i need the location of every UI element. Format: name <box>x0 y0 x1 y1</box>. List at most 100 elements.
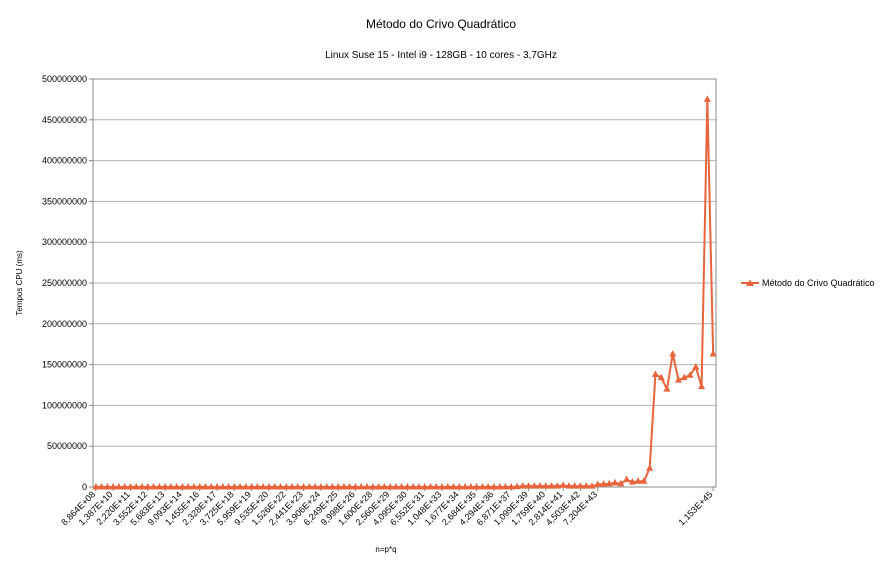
data-point-marker <box>548 482 556 489</box>
y-tick-label: 450000000 <box>42 115 87 125</box>
data-point-marker <box>542 482 550 489</box>
data-point-marker <box>496 482 504 490</box>
y-tick-label: 100000000 <box>42 400 87 410</box>
data-point-marker <box>559 481 567 488</box>
data-point-marker <box>692 363 700 370</box>
y-axis-label: Tempos CPU (ms) <box>15 250 24 316</box>
data-point-marker <box>461 482 469 490</box>
grid <box>93 78 716 488</box>
data-point-marker <box>225 482 233 490</box>
data-point-marker <box>669 349 677 357</box>
data-point-marker <box>369 482 377 490</box>
data-point-marker <box>484 482 492 490</box>
data-point-marker <box>698 382 706 390</box>
data-point-marker <box>115 482 123 490</box>
data-point-marker <box>565 482 573 489</box>
data-point-marker <box>530 482 538 489</box>
data-point-marker <box>213 482 221 490</box>
data-point-marker <box>646 464 654 471</box>
legend: Método do Crivo Quadrático <box>741 278 875 288</box>
y-tick-label: 300000000 <box>42 237 87 247</box>
data-point-marker <box>571 482 579 489</box>
data-point-marker <box>703 95 711 102</box>
data-point-marker <box>432 482 440 490</box>
data-point-marker <box>415 482 423 490</box>
data-point-marker <box>634 477 642 484</box>
data-point-marker <box>167 482 175 490</box>
data-point-marker <box>98 482 106 490</box>
data-point-marker <box>126 482 134 490</box>
data-point-marker <box>398 482 406 490</box>
data-point-marker <box>403 482 411 490</box>
y-tick-label: 200000000 <box>42 319 87 329</box>
series-layer <box>92 95 717 490</box>
data-point-marker <box>628 478 636 485</box>
data-point-marker <box>351 482 359 490</box>
data-point-marker <box>253 482 261 490</box>
data-point-marker <box>207 482 215 490</box>
data-point-marker <box>317 482 325 490</box>
data-point-marker <box>190 482 198 490</box>
data-point-marker <box>305 482 313 490</box>
y-tick-label: 350000000 <box>42 196 87 206</box>
legend-entry: Método do Crivo Quadrático <box>762 278 875 288</box>
data-point-marker <box>219 482 227 490</box>
data-point-marker <box>623 475 631 483</box>
data-point-marker <box>375 482 383 490</box>
data-point-marker <box>236 482 244 490</box>
data-point-marker <box>605 479 613 487</box>
y-tick-label: 500000000 <box>42 74 87 84</box>
data-point-marker <box>282 482 290 490</box>
data-point-marker <box>230 482 238 490</box>
data-point-marker <box>300 482 308 490</box>
data-point-marker <box>663 385 671 392</box>
x-tick-label: 1,153E+45 <box>676 489 714 527</box>
data-point-marker <box>121 482 129 490</box>
data-point-marker <box>501 482 509 490</box>
data-point-marker <box>507 482 515 490</box>
data-point-marker <box>173 482 181 490</box>
chart-subtitle: Linux Suse 15 - Intel i9 - 128GB - 10 co… <box>325 50 557 61</box>
data-point-marker <box>323 482 331 490</box>
data-point-marker <box>109 482 117 490</box>
data-point-marker <box>103 482 111 490</box>
data-point-marker <box>380 482 388 490</box>
series-line <box>95 98 715 488</box>
data-point-marker <box>455 482 463 490</box>
data-point-marker <box>357 482 365 490</box>
x-axis-label: n=p*q <box>375 545 396 554</box>
data-point-marker <box>259 482 267 490</box>
data-point-marker <box>536 482 544 489</box>
data-point-marker <box>450 482 458 490</box>
data-point-marker <box>132 482 140 490</box>
data-point-marker <box>346 482 354 490</box>
data-point-marker <box>184 482 192 490</box>
data-point-marker <box>576 482 584 489</box>
data-point-marker <box>553 482 561 489</box>
y-axis-ticks: 0 50000000 100000000 150000000 200000000 2500… <box>42 74 93 492</box>
data-point-marker <box>582 482 590 489</box>
data-point-marker <box>138 482 146 490</box>
data-point-marker <box>421 482 429 490</box>
data-point-marker <box>334 482 342 490</box>
data-point-marker <box>248 482 256 490</box>
data-point-marker <box>265 482 273 490</box>
data-point-marker <box>600 480 608 487</box>
data-point-marker <box>438 482 446 490</box>
data-point-marker <box>271 482 279 490</box>
legend-swatch-marker <box>746 279 754 286</box>
data-point-marker <box>409 482 417 490</box>
data-point-marker <box>155 482 163 490</box>
data-point-marker <box>640 477 648 484</box>
data-point-marker <box>657 373 665 381</box>
y-tick-label: 400000000 <box>42 156 87 166</box>
data-point-marker <box>242 482 250 490</box>
data-point-marker <box>288 482 296 490</box>
data-point-marker <box>92 482 100 490</box>
y-tick-label: 50000000 <box>47 441 87 451</box>
data-point-marker <box>294 482 302 490</box>
data-point-marker <box>386 482 394 490</box>
y-tick-label: 250000000 <box>42 278 87 288</box>
data-point-marker <box>686 371 694 378</box>
y-tick-label: 150000000 <box>42 360 87 370</box>
